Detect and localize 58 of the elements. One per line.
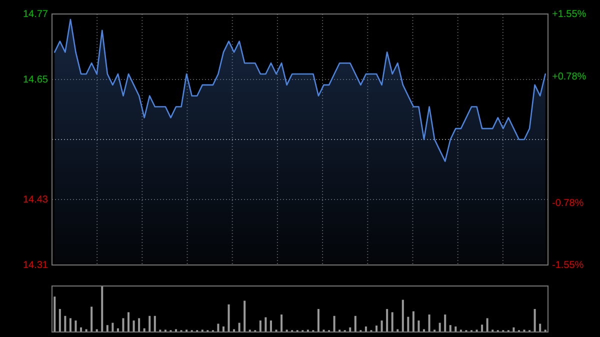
bar xyxy=(64,316,66,332)
bar xyxy=(423,329,425,332)
bar xyxy=(376,326,378,332)
bar xyxy=(138,318,140,332)
bar xyxy=(270,320,272,332)
bar xyxy=(148,316,151,332)
bar xyxy=(418,320,420,332)
bar xyxy=(449,325,452,332)
bar xyxy=(380,320,383,332)
bar xyxy=(132,320,135,332)
bar xyxy=(534,309,536,332)
bar xyxy=(386,309,388,332)
bar xyxy=(486,318,488,332)
bar xyxy=(112,322,114,332)
y2-tick-label: -1.55% xyxy=(552,260,584,272)
y2-tick-label: -0.78% xyxy=(552,198,584,209)
bar xyxy=(333,316,336,332)
bar xyxy=(175,329,177,332)
bar xyxy=(90,306,93,332)
y2-tick-label: +0.78% xyxy=(552,72,586,83)
bar xyxy=(96,329,98,332)
bar xyxy=(74,320,77,332)
bar xyxy=(69,318,72,332)
bar xyxy=(85,329,88,332)
y-tick-label: 14.65 xyxy=(22,74,48,86)
bar xyxy=(407,316,410,332)
y-tick-label: 14.77 xyxy=(22,9,48,20)
y-tick-label: 14.43 xyxy=(22,194,48,206)
bar xyxy=(264,317,267,332)
bar xyxy=(238,322,240,332)
bar xyxy=(58,309,61,332)
y-tick-label: 14.31 xyxy=(22,260,48,272)
bar xyxy=(454,326,457,332)
bar xyxy=(280,314,283,332)
bar xyxy=(438,322,441,332)
bar xyxy=(402,300,404,332)
bar xyxy=(396,329,399,332)
bar xyxy=(154,316,156,332)
bar xyxy=(122,318,124,332)
bar xyxy=(101,286,104,332)
bar xyxy=(106,325,108,332)
y2-tick-label: +1.55% xyxy=(552,9,586,20)
bar xyxy=(54,296,56,332)
bar xyxy=(259,320,262,332)
bar xyxy=(412,311,414,332)
bar xyxy=(222,326,224,332)
bar xyxy=(228,304,230,332)
bar xyxy=(317,309,320,332)
bar xyxy=(217,324,220,332)
bar xyxy=(428,314,430,332)
bar xyxy=(444,314,446,332)
bar xyxy=(481,324,484,332)
bar xyxy=(233,329,236,332)
bar xyxy=(391,312,394,332)
bar xyxy=(354,316,356,332)
bar xyxy=(364,326,367,332)
bar xyxy=(244,300,246,332)
bar xyxy=(539,324,542,332)
